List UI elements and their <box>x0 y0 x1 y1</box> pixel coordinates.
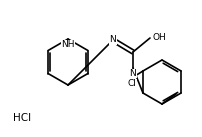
Text: NH: NH <box>61 40 74 49</box>
Text: N: N <box>109 35 116 45</box>
Text: Cl: Cl <box>127 79 136 88</box>
Text: HCl: HCl <box>13 113 31 123</box>
Text: N: N <box>129 69 136 78</box>
Text: OH: OH <box>152 34 166 42</box>
